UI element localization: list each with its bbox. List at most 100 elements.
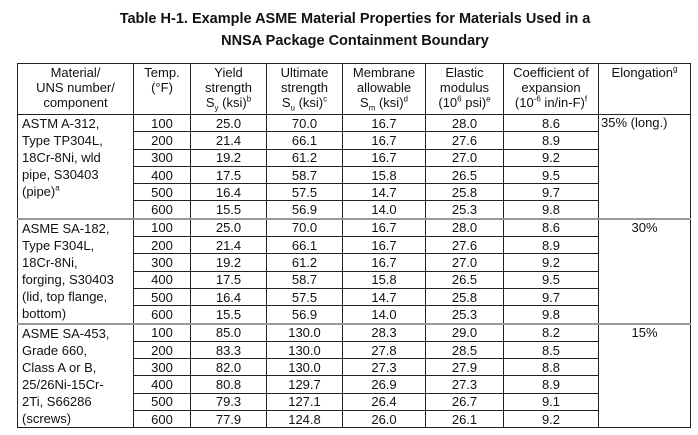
membrane-cell: 26.9 [342,375,426,394]
membrane-cell: 26.0 [342,410,426,429]
temp-cell: 300 [133,253,191,272]
temp-cell: 500 [133,287,191,307]
elastic-cell: 25.8 [425,287,504,307]
temp-cell: 100 [133,322,191,342]
material-line: bottom) [22,305,67,321]
ultimate-cell: 70.0 [266,113,343,133]
table-row: ASME SA-453, Grade 660, Class A or B, 25/26… [17,322,691,429]
elastic-cell: 27.9 [425,358,504,377]
ultimate-cell: 70.0 [266,217,343,238]
header-temp: Temp. (°F) [133,63,191,115]
membrane-cell: 15.8 [342,270,426,289]
table-row: 400 80.8 129.7 26.9 27.3 8.9 [18,375,691,394]
header-material: Material/UNS number/component [17,63,134,115]
membrane-cell: 27.8 [342,340,426,360]
membrane-cell: 15.8 [342,165,426,185]
temp-cell: 100 [133,217,191,238]
yield-cell: 82.0 [190,358,267,377]
elastic-cell: 28.0 [425,217,504,238]
membrane-cell: 14.7 [342,287,426,307]
yield-cell: 15.5 [190,305,267,325]
table-row: 600 77.9 124.8 26.0 26.1 9.2 [18,410,691,429]
expansion-cell: 9.1 [503,392,599,412]
material-cell: ASME SA-453, Grade 660, Class A or B, 25/26… [17,322,134,429]
material-line: Type TP304L, [22,133,103,148]
header-elongation: Elongationg [598,63,691,115]
expansion-cell: 8.5 [503,340,599,360]
table-row: ASTM A-312, Type TP304L, 18Cr-8Ni, wld pipe… [17,113,691,220]
elastic-cell: 28.5 [425,340,504,360]
ultimate-cell: 127.1 [266,392,343,412]
elastic-cell: 26.5 [425,165,504,185]
table-row: 400 17.5 58.7 15.8 26.5 9.5 [18,165,691,185]
temp-cell: 200 [133,236,191,255]
material-line: 18Cr-8Ni, [22,254,78,270]
material-line: pipe, S30403 [22,167,99,182]
table-title: Table H-1. Example ASME Material Propert… [0,8,698,52]
elastic-cell: 27.3 [425,375,504,394]
material-line: 2Ti, S66286 [22,393,92,409]
yield-cell: 17.5 [190,270,267,289]
yield-cell: 79.3 [190,392,267,412]
ultimate-cell: 57.5 [266,183,343,202]
expansion-cell: 9.7 [503,287,599,307]
yield-cell: 80.8 [190,375,267,394]
material-line: (screws) [22,410,72,426]
material-line: forging, S30403 [22,271,114,287]
temp-cell: 100 [133,113,191,133]
elastic-cell: 25.3 [425,305,504,325]
ultimate-cell: 66.1 [266,236,343,255]
yield-cell: 21.4 [190,236,267,255]
table-title-line2: NNSA Package Containment Boundary [221,33,489,49]
temp-cell: 300 [133,148,191,167]
expansion-cell: 8.6 [503,217,599,238]
membrane-cell: 16.7 [342,148,426,167]
ultimate-cell: 124.8 [266,410,343,429]
material-line: (pipe)a [22,183,60,199]
temp-cell: 600 [133,305,191,325]
material-line: ASME SA-182, [22,220,110,236]
material-line: ASME SA-453, [22,325,110,341]
ultimate-cell: 130.0 [266,340,343,360]
expansion-cell: 9.5 [503,270,599,289]
temp-cell: 300 [133,358,191,377]
membrane-cell: 16.7 [342,217,426,238]
yield-cell: 16.4 [190,183,267,202]
expansion-cell: 9.8 [503,305,599,325]
elastic-cell: 25.8 [425,183,504,202]
header-row: Material/UNS number/component Temp. (°F) … [17,63,691,115]
ultimate-cell: 56.9 [266,200,343,220]
expansion-cell: 8.9 [503,131,599,150]
table-row: 400 17.5 58.7 15.8 26.5 9.5 [18,270,691,289]
temp-cell: 400 [133,270,191,289]
header-elastic-modulus: Elastic modulus (106 psi)e [425,63,504,115]
material-line: ASTM A-312, [22,116,100,131]
membrane-cell: 14.7 [342,183,426,202]
membrane-cell: 16.7 [342,236,426,255]
ultimate-cell: 66.1 [266,131,343,150]
yield-cell: 19.2 [190,148,267,167]
expansion-cell: 8.9 [503,236,599,255]
yield-cell: 25.0 [190,113,267,133]
ultimate-cell: 61.2 [266,148,343,167]
expansion-cell: 9.8 [503,200,599,220]
ultimate-cell: 130.0 [266,322,343,342]
elongation-cell: 35% (long.) [598,113,691,220]
elastic-cell: 26.5 [425,270,504,289]
material-properties-table: Material/UNS number/component Temp. (°F) … [17,63,691,429]
expansion-cell: 9.2 [503,148,599,167]
material-line: 18Cr-8Ni, wld [22,150,101,165]
material-line: (lid, top flange, [22,288,108,304]
header-coefficient-of-expansion: Coefficient of expansion (10-6 in/in-F)f [503,63,599,115]
temp-cell: 400 [133,375,191,394]
expansion-cell: 9.2 [503,410,599,429]
table-row: 500 16.4 57.5 14.7 25.8 9.7 [18,183,691,202]
elastic-cell: 28.0 [425,113,504,133]
elastic-cell: 29.0 [425,322,504,342]
elastic-cell: 27.0 [425,253,504,272]
material-line: Class A or B, [22,359,97,375]
membrane-cell: 26.4 [342,392,426,412]
elastic-cell: 26.1 [425,410,504,429]
yield-cell: 21.4 [190,131,267,150]
elongation-cell: 15% [598,322,691,429]
